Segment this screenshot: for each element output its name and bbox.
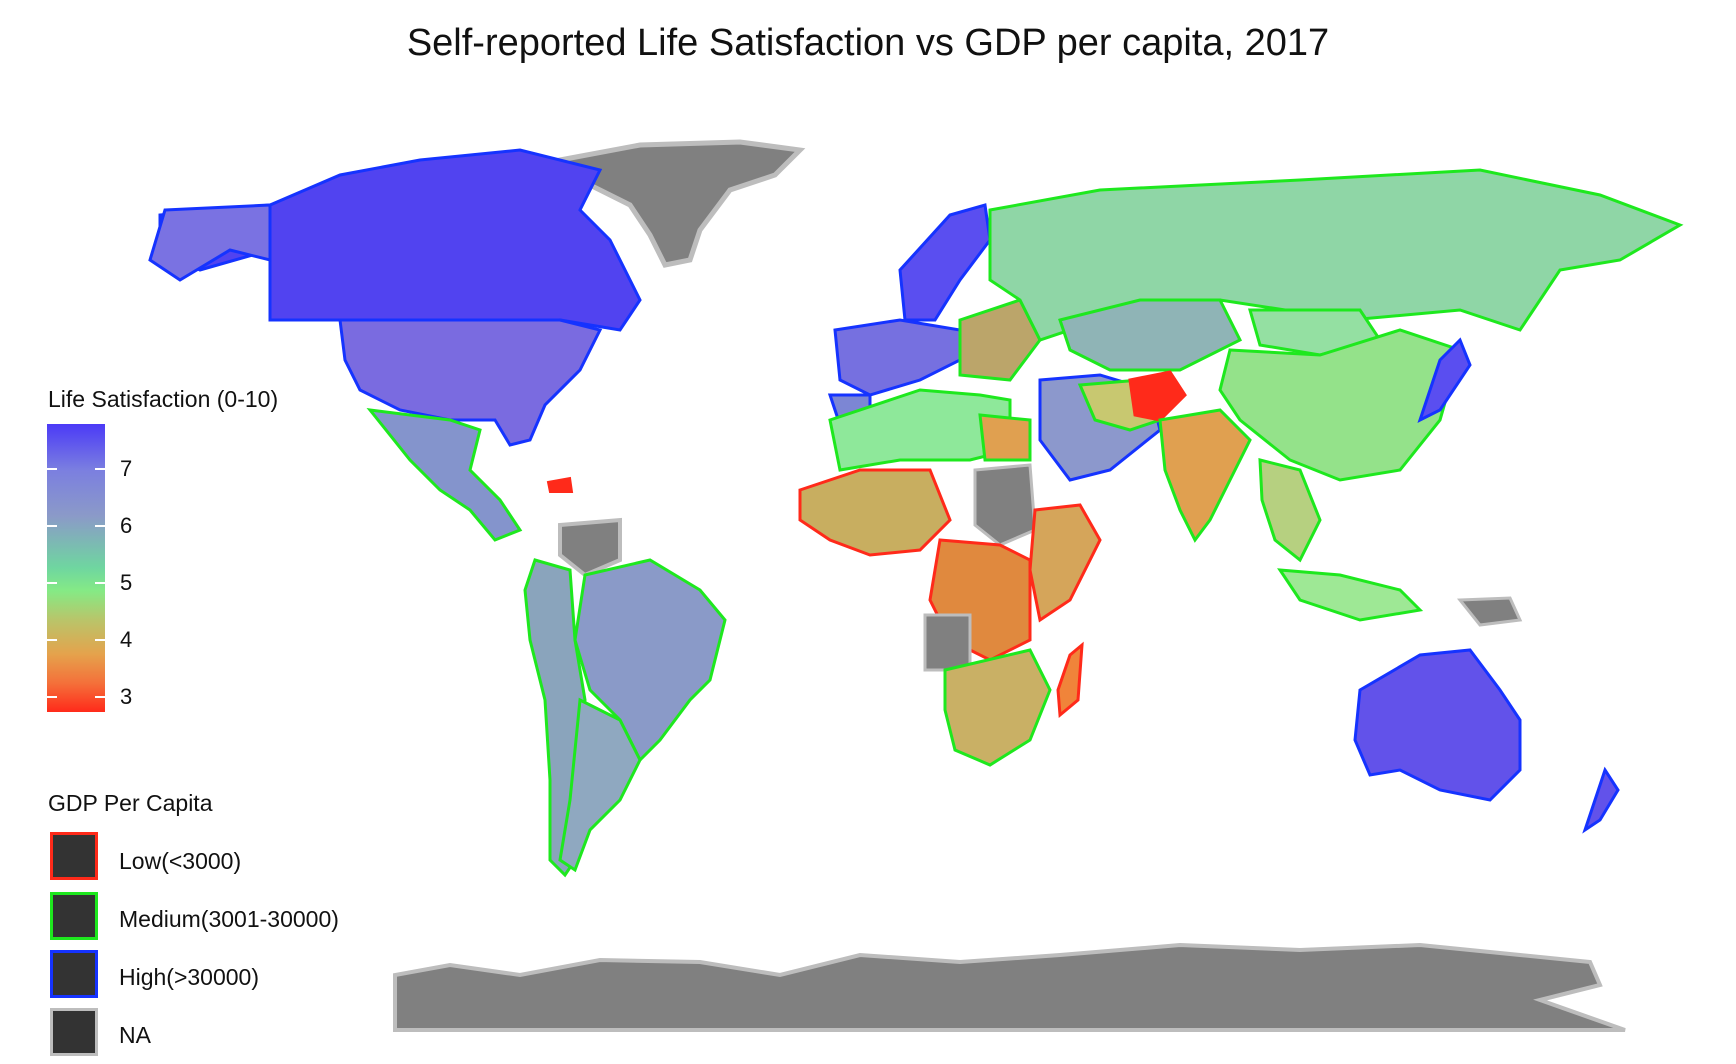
legend-key-high — [50, 950, 98, 998]
region-mexico — [366, 408, 523, 542]
region-west-africa — [798, 468, 952, 557]
satisfaction-legend-title: Life Satisfaction (0-10) — [48, 386, 279, 412]
region-papua-new-guinea — [1456, 596, 1523, 627]
region-greenland — [555, 139, 806, 268]
region-eastern-europe — [958, 298, 1042, 382]
region-scandinavia — [898, 203, 992, 322]
region-western-europe — [833, 318, 962, 397]
colorbar-tick-label: 5 — [120, 570, 133, 595]
region-southeast-asia — [1258, 458, 1322, 563]
region-brazil — [573, 558, 727, 763]
region-canada — [158, 148, 642, 347]
legend-key-low — [50, 832, 98, 880]
legend-key-na — [50, 1008, 98, 1056]
region-venezuela — [558, 517, 622, 578]
region-russia — [988, 168, 1684, 342]
region-sudan — [973, 463, 1037, 547]
region-argentina — [558, 697, 642, 873]
region-madagascar — [1056, 641, 1084, 719]
region-antarctica — [393, 942, 1626, 1032]
region-afghanistan — [1128, 370, 1187, 422]
region-angola — [923, 613, 972, 672]
region-australia — [1353, 648, 1522, 802]
region-egypt — [978, 413, 1032, 462]
region-southern-africa — [943, 648, 1052, 767]
region-japan — [1417, 337, 1472, 423]
chart-title: Self-reported Life Satisfaction vs GDP p… — [406, 22, 1330, 64]
region-alaska — [148, 203, 272, 282]
region-haiti — [546, 476, 574, 493]
colorbar-tick-label: 6 — [120, 513, 133, 538]
region-east-africa — [1028, 503, 1102, 623]
region-india — [1158, 408, 1252, 543]
colorbar-tick-label: 3 — [120, 684, 133, 709]
region-new-zealand — [1582, 766, 1620, 834]
legend-label-high: High(>30000) — [119, 964, 260, 990]
region-usa — [338, 318, 603, 447]
legend-label-na: NA — [119, 1022, 151, 1048]
region-central-asia — [1058, 298, 1243, 372]
colorbar-tick-label: 7 — [120, 456, 133, 481]
region-indonesia — [1277, 568, 1424, 622]
gdp-legend-title: GDP Per Capita — [48, 790, 213, 816]
legend-label-medium: Medium(3001-30000) — [119, 906, 339, 932]
legend-label-low: Low(<3000) — [119, 848, 242, 874]
satisfaction-colorbar — [47, 424, 105, 712]
legend-key-medium — [50, 892, 98, 940]
region-china — [1218, 328, 1462, 482]
colorbar-tick-label: 4 — [120, 627, 133, 652]
